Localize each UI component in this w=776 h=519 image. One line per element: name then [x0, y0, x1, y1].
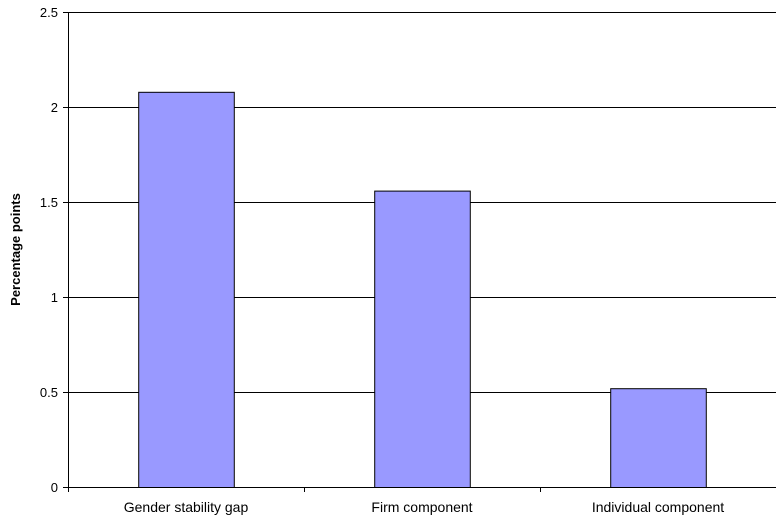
bars	[138, 91, 707, 489]
y-axis-title: Percentage points	[8, 193, 23, 306]
y-tick-label: 2	[51, 100, 58, 115]
x-category-label: Individual component	[592, 499, 724, 515]
bar-individual-component	[610, 388, 707, 489]
y-tick-labels: 0 0.5 1 1.5 2 2.5	[40, 5, 58, 495]
x-category-labels: Gender stability gap Firm component Indivi…	[124, 499, 725, 515]
y-tick-label: 1.5	[40, 195, 58, 210]
y-tick-label: 0	[51, 480, 58, 495]
y-tick-label: 0.5	[40, 385, 58, 400]
bar-firm-component	[374, 190, 471, 488]
axes	[68, 12, 776, 492]
y-tick-label: 2.5	[40, 5, 58, 20]
ticks	[63, 12, 541, 492]
x-category-label: Firm component	[371, 499, 472, 515]
x-category-label: Gender stability gap	[124, 499, 249, 515]
bar-gender-stability-gap	[138, 91, 235, 489]
y-tick-label: 1	[51, 290, 58, 305]
